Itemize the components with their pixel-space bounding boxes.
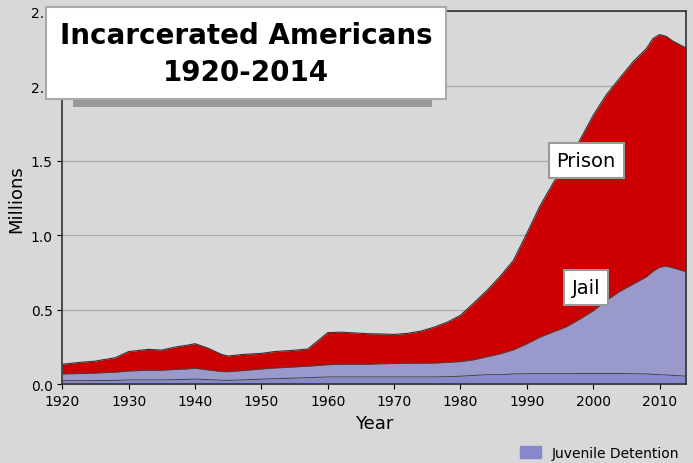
Text: Incarcerated Americans
1920-2014: Incarcerated Americans 1920-2014 <box>60 22 432 87</box>
Legend: Juvenile Detention: Juvenile Detention <box>520 445 679 459</box>
X-axis label: Year: Year <box>355 414 394 432</box>
Text: Incarcerated Americans
1920-2014: Incarcerated Americans 1920-2014 <box>87 29 418 94</box>
Text: Jail: Jail <box>572 278 601 297</box>
Y-axis label: Millions: Millions <box>7 165 25 232</box>
Text: Prison: Prison <box>556 152 616 171</box>
